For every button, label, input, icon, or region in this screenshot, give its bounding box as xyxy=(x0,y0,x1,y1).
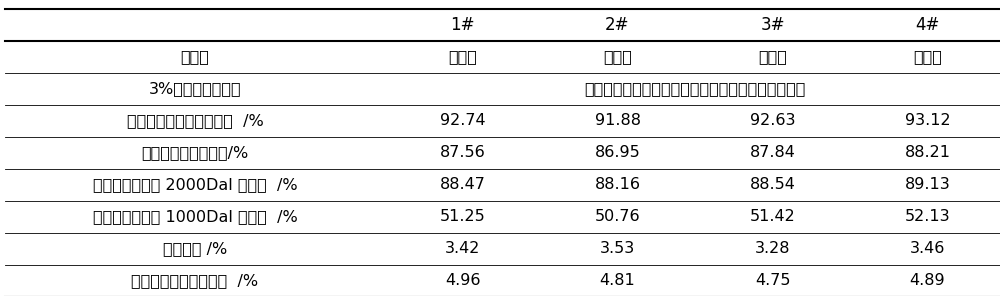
Text: 93.12: 93.12 xyxy=(905,113,950,128)
Text: 51.25: 51.25 xyxy=(440,209,485,224)
Text: 4.96: 4.96 xyxy=(445,273,480,288)
Text: 2#: 2# xyxy=(605,16,630,34)
Text: 浅黄色: 浅黄色 xyxy=(603,49,632,64)
Text: 浅黄色: 浅黄色 xyxy=(913,49,942,64)
Text: 3.42: 3.42 xyxy=(445,241,480,256)
Text: 粉色泽: 粉色泽 xyxy=(181,49,209,64)
Text: 4.75: 4.75 xyxy=(755,273,790,288)
Text: 4#: 4# xyxy=(915,16,940,34)
Text: 灰分含量（以干基计）  /%: 灰分含量（以干基计） /% xyxy=(131,273,259,288)
Text: 相对分子量小于 2000Dal 肽占比  /%: 相对分子量小于 2000Dal 肽占比 /% xyxy=(93,177,297,192)
Text: 3.53: 3.53 xyxy=(600,241,635,256)
Text: 88.47: 88.47 xyxy=(440,177,485,192)
Text: 86.95: 86.95 xyxy=(595,145,640,160)
Text: 50.76: 50.76 xyxy=(595,209,640,224)
Text: 3%溶液滋味、气味: 3%溶液滋味、气味 xyxy=(149,81,241,96)
Text: 87.84: 87.84 xyxy=(750,145,795,160)
Text: 浅黄色: 浅黄色 xyxy=(758,49,787,64)
Text: 88.16: 88.16 xyxy=(594,177,640,192)
Text: 88.54: 88.54 xyxy=(750,177,795,192)
Text: 89.13: 89.13 xyxy=(905,177,950,192)
Text: 具有该产品特有的滋味和气味，无明显苦味，无异味: 具有该产品特有的滋味和气味，无明显苦味，无异味 xyxy=(584,81,806,96)
Text: 相对分子量小于 1000Dal 肽占比  /%: 相对分子量小于 1000Dal 肽占比 /% xyxy=(93,209,297,224)
Text: 92.63: 92.63 xyxy=(750,113,795,128)
Text: 水分含量 /%: 水分含量 /% xyxy=(163,241,227,256)
Text: 浅黄色: 浅黄色 xyxy=(448,49,477,64)
Text: 92.74: 92.74 xyxy=(440,113,485,128)
Text: 4.81: 4.81 xyxy=(600,273,635,288)
Text: 87.56: 87.56 xyxy=(440,145,485,160)
Text: 4.89: 4.89 xyxy=(910,273,945,288)
Text: 1#: 1# xyxy=(450,16,475,34)
Text: 91.88: 91.88 xyxy=(594,113,640,128)
Text: 52.13: 52.13 xyxy=(905,209,950,224)
Text: 肽含量（以干基计）/%: 肽含量（以干基计）/% xyxy=(141,145,249,160)
Text: 3#: 3# xyxy=(760,16,785,34)
Text: 蛋白质含量（以干基计）  /%: 蛋白质含量（以干基计） /% xyxy=(127,113,263,128)
Text: 3.28: 3.28 xyxy=(755,241,790,256)
Text: 88.21: 88.21 xyxy=(905,145,951,160)
Text: 51.42: 51.42 xyxy=(750,209,795,224)
Text: 3.46: 3.46 xyxy=(910,241,945,256)
